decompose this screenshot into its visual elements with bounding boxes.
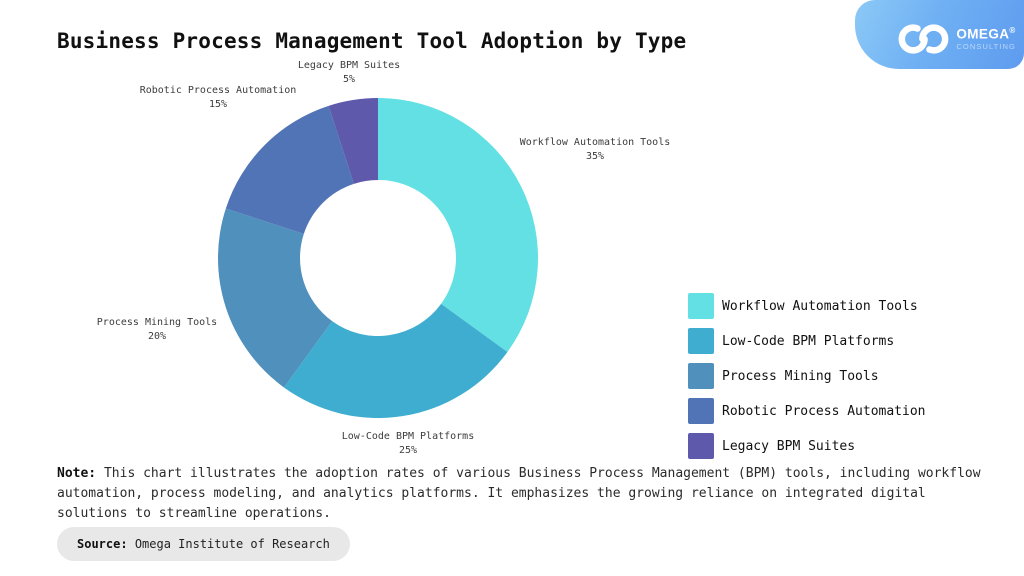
slice-label-name: Robotic Process Automation <box>139 85 297 96</box>
legend-label: Low-Code BPM Platforms <box>722 333 895 349</box>
slice-label-pct: 35% <box>585 151 605 162</box>
legend-label: Process Mining Tools <box>722 368 879 384</box>
source-badge: Source: Omega Institute of Research <box>57 527 350 561</box>
slice-label-pct: 25% <box>398 445 418 456</box>
slice-label-low-code: Low-Code BPM Platforms 25% <box>258 430 558 458</box>
donut-slice-4 <box>328 98 378 184</box>
legend-swatch <box>688 293 714 319</box>
legend-swatch <box>688 363 714 389</box>
slice-label-pct: 15% <box>208 99 228 110</box>
infinity-icon <box>898 23 949 54</box>
source-text: Omega Institute of Research <box>134 537 330 551</box>
legend-label: Robotic Process Automation <box>722 403 926 419</box>
registered-mark: ® <box>1009 25 1016 35</box>
brand-logo-badge: OMEGA® CONSULTING <box>855 0 1024 69</box>
slice-label-legacy: Legacy BPM Suites 5% <box>199 59 499 87</box>
legend-item-rpa: Robotic Process Automation <box>688 398 926 424</box>
brand-wordmark: OMEGA® CONSULTING <box>956 25 1016 51</box>
donut-chart <box>217 98 539 419</box>
page-title: Business Process Management Tool Adoptio… <box>57 29 687 53</box>
slice-label-pct: 20% <box>147 331 167 342</box>
legend-item-low-code: Low-Code BPM Platforms <box>688 328 926 354</box>
donut-slice-1 <box>283 303 508 419</box>
legend-label: Legacy BPM Suites <box>722 438 856 454</box>
note-text: This chart illustrates the adoption rate… <box>57 466 981 521</box>
slice-label-name: Legacy BPM Suites <box>297 60 401 71</box>
donut-slice-3 <box>225 105 354 234</box>
slice-label-workflow-automation: Workflow Automation Tools 35% <box>445 136 745 164</box>
donut-slice-0 <box>378 98 539 353</box>
source-label: Source: <box>77 537 128 551</box>
brand-tagline: CONSULTING <box>956 41 1016 51</box>
donut-slice-2 <box>217 208 333 388</box>
legend-swatch <box>688 328 714 354</box>
legend-item-process-mining: Process Mining Tools <box>688 363 926 389</box>
chart-note: Note: This chart illustrates the adoptio… <box>57 464 987 524</box>
slice-label-process-mining: Process Mining Tools 20% <box>7 316 307 344</box>
legend-item-legacy: Legacy BPM Suites <box>688 433 926 459</box>
legend-item-workflow-automation: Workflow Automation Tools <box>688 293 926 319</box>
legend-label: Workflow Automation Tools <box>722 298 918 314</box>
slice-label-name: Workflow Automation Tools <box>519 137 671 148</box>
slice-label-name: Process Mining Tools <box>96 317 218 328</box>
slice-label-rpa: Robotic Process Automation 15% <box>68 84 368 112</box>
brand-name: OMEGA® <box>956 25 1016 42</box>
legend-swatch <box>688 433 714 459</box>
chart-legend: Workflow Automation Tools Low-Code BPM P… <box>688 293 926 459</box>
slice-label-pct: 5% <box>342 74 356 85</box>
legend-swatch <box>688 398 714 424</box>
note-label: Note: <box>57 466 97 481</box>
slice-label-name: Low-Code BPM Platforms <box>341 431 475 442</box>
